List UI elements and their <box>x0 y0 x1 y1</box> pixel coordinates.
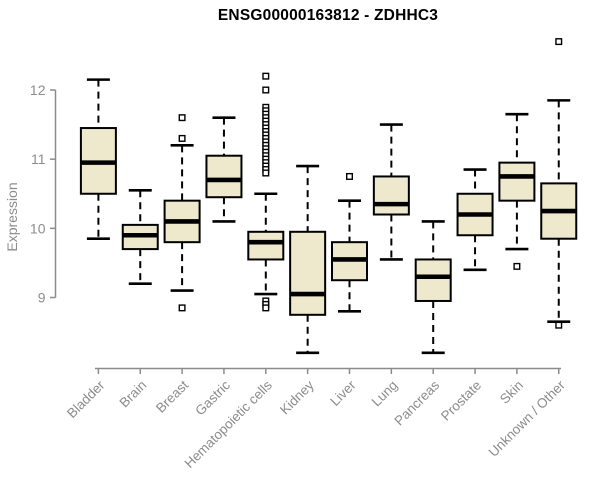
iqr-box <box>247 230 285 261</box>
outlier-point <box>262 86 270 94</box>
x-tick-label: Skin <box>497 378 526 407</box>
x-tick-label: Kidney <box>277 377 317 417</box>
x-tick-label: Bladder <box>64 377 108 421</box>
box-pancreas <box>414 220 452 355</box>
box-liver <box>331 172 368 313</box>
iqr-box <box>372 175 410 216</box>
chart-title: ENSG00000163812 - ZDHHC3 <box>217 7 439 24</box>
outlier-point <box>178 114 186 122</box>
x-tick-label: Gastric <box>192 377 233 418</box>
y-tick-label: 12 <box>30 82 46 98</box>
x-tick-label: Breast <box>153 377 191 415</box>
box-unknown-other <box>540 38 578 329</box>
outlier-point <box>346 172 354 180</box>
outlier-point <box>262 169 270 177</box>
outlier-point <box>178 304 186 312</box>
x-tick-label: Prostate <box>438 378 484 424</box>
outlier-point <box>262 304 270 312</box>
box-breast <box>163 114 201 312</box>
iqr-box <box>414 258 452 302</box>
y-tick-label: 11 <box>31 151 46 167</box>
iqr-box <box>205 154 243 199</box>
box-lung <box>372 123 410 261</box>
outlier-point <box>262 72 270 80</box>
x-tick-label: Unknown / Other <box>486 377 569 460</box>
iqr-box <box>289 230 327 316</box>
x-tick-label: Pancreas <box>391 377 442 428</box>
iqr-box <box>498 161 536 202</box>
outlier-point <box>513 262 521 270</box>
outlier-point <box>555 38 563 46</box>
box-hematopoietic-cells <box>247 72 285 312</box>
y-axis-title: Expression <box>4 182 20 251</box>
box-prostate <box>456 168 494 272</box>
outlier-point <box>178 134 186 142</box>
outlier-point <box>555 321 563 329</box>
y-tick-label: 10 <box>30 220 46 236</box>
x-tick-label: Liver <box>327 377 359 409</box>
box-bladder <box>79 78 117 241</box>
x-tick-label: Lung <box>369 378 401 410</box>
y-tick-label: 9 <box>38 290 46 306</box>
box-skin <box>498 112 536 270</box>
box-gastric <box>205 116 243 223</box>
x-tick-label: Brain <box>116 378 149 411</box>
box-brain <box>121 188 159 285</box>
box-kidney <box>289 164 327 355</box>
